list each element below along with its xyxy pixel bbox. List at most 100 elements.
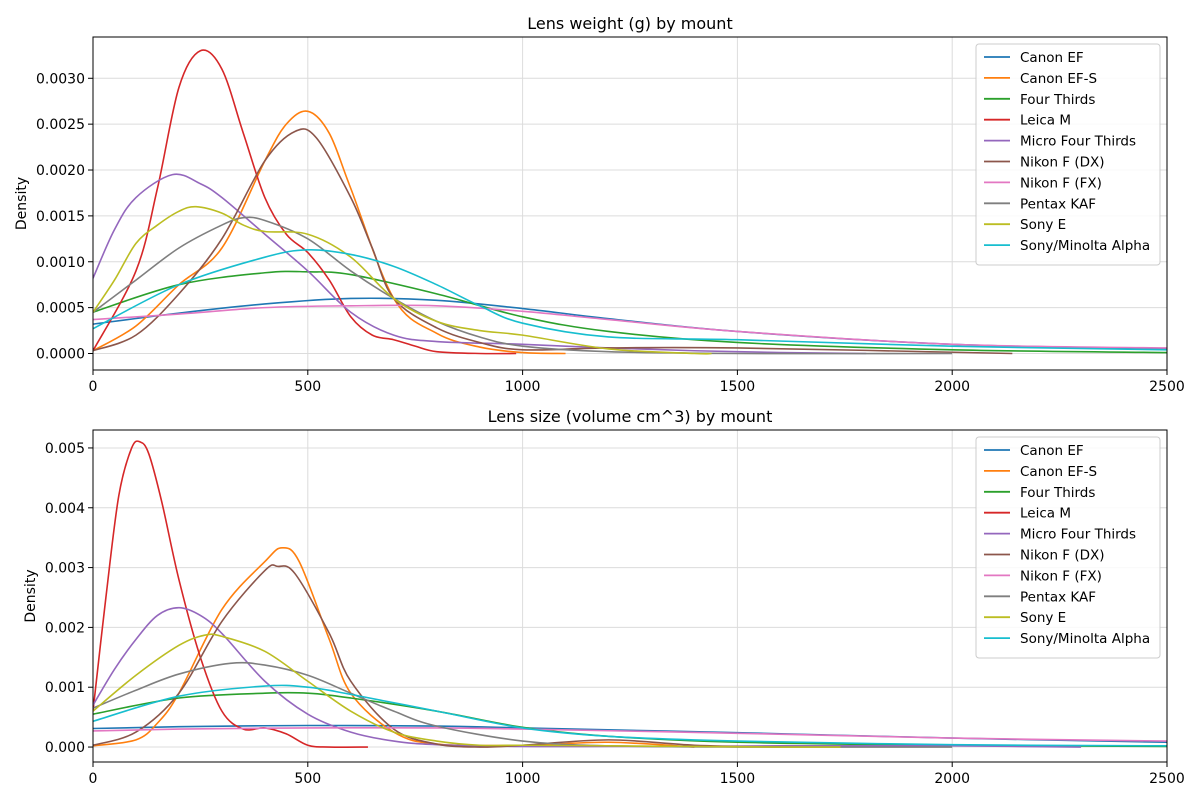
y-tick-label: 0.0020 (36, 163, 85, 179)
legend-label: Canon EF (1020, 443, 1084, 459)
legend-item: Canon EF-S (984, 464, 1097, 480)
legend-item: Nikon F (FX) (984, 568, 1102, 584)
series-line-canon-ef-s (93, 110, 566, 355)
y-tick-label: 0.0030 (36, 71, 85, 87)
legend-label: Nikon F (DX) (1020, 155, 1105, 171)
x-tick-label: 500 (294, 771, 321, 787)
series-line-nikon-f-fx (93, 304, 1167, 349)
y-axis: 0.000 0.001 0.002 0.003 0.004 0.005 (45, 441, 93, 756)
y-axis: 0.0000 0.0005 0.0010 0.0015 0.0020 0.0025 0.00… (36, 71, 93, 362)
legend-item: Pentax KAF (984, 589, 1096, 605)
y-tick-label: 0.0025 (36, 117, 85, 133)
y-tick-label: 0.0010 (36, 255, 85, 271)
legend-label: Sony/Minolta Alpha (1020, 631, 1150, 647)
legend-box (975, 436, 1161, 659)
legend-label: Pentax KAF (1020, 196, 1096, 212)
series-layer (93, 440, 1167, 748)
legend-label: Canon EF-S (1020, 71, 1097, 87)
legend-item: Nikon F (DX) (984, 548, 1105, 564)
series-line-sony-e (93, 205, 712, 355)
legend-item: Sony/Minolta Alpha (984, 238, 1150, 254)
legend-label: Sony E (1020, 217, 1066, 233)
legend-item: Sony E (984, 610, 1066, 626)
series-line-four-thirds (93, 270, 1167, 354)
legend-label: Sony/Minolta Alpha (1020, 238, 1150, 254)
legend-label: Micro Four Thirds (1020, 527, 1136, 543)
x-tick-label: 2500 (1149, 379, 1185, 395)
x-tick-label: 1500 (720, 379, 756, 395)
series-line-nikon-f-dx (93, 128, 1013, 355)
legend-label: Canon EF (1020, 50, 1084, 66)
x-tick-label: 2500 (1149, 771, 1185, 787)
series-line-leica-m (93, 49, 517, 355)
legend-label: Leica M (1020, 113, 1071, 129)
legend: Canon EF Canon EF-S Four Thirds Leica M Micr… (975, 436, 1161, 659)
series-lines (93, 49, 1167, 355)
plot-frame (92, 36, 1168, 371)
legend-label: Four Thirds (1020, 92, 1095, 108)
series-lines (93, 440, 1167, 748)
x-tick-label: 2000 (934, 379, 970, 395)
x-tick-label: 1500 (720, 771, 756, 787)
legend-item: Nikon F (DX) (984, 155, 1105, 171)
series-line-pentax-kaf (93, 216, 953, 355)
chart-title: Lens size (volume cm^3) by mount (488, 407, 773, 426)
legend-box (975, 43, 1161, 266)
y-axis-label: Density (14, 177, 30, 230)
y-axis-label: Density (23, 569, 39, 622)
legend-item: Leica M (984, 113, 1071, 129)
series-line-sony-e (93, 633, 841, 748)
legend-label: Canon EF-S (1020, 464, 1097, 480)
legend-item: Micro Four Thirds (984, 527, 1136, 543)
y-tick-label: 0.0005 (36, 301, 85, 317)
legend-item: Canon EF (984, 443, 1084, 459)
series-line-canon-ef (93, 297, 1167, 350)
legend: Canon EF Canon EF-S Four Thirds Leica M Micr… (975, 43, 1161, 266)
legend-label: Leica M (1020, 506, 1071, 522)
series-line-leica-m (93, 440, 368, 748)
legend-item: Sony/Minolta Alpha (984, 631, 1150, 647)
legend-item: Four Thirds (984, 92, 1095, 108)
series-layer (93, 49, 1167, 355)
y-tick-label: 0.003 (45, 561, 85, 577)
series-line-canon-ef-s (93, 547, 695, 748)
legend-label: Nikon F (DX) (1020, 548, 1105, 564)
plot-frame (92, 429, 1168, 763)
x-tick-label: 500 (294, 379, 321, 395)
x-axis: 0 500 1000 1500 2000 2500 (89, 370, 1185, 395)
legend-item: Canon EF (984, 50, 1084, 66)
legend-item: Four Thirds (984, 485, 1095, 501)
series-line-micro-four-thirds (93, 173, 867, 355)
x-axis: 0 500 1000 1500 2000 2500 (89, 762, 1185, 787)
y-tick-label: 0.0015 (36, 209, 85, 225)
legend-item: Nikon F (FX) (984, 175, 1102, 191)
legend-item: Canon EF-S (984, 71, 1097, 87)
series-line-sony-minolta-alpha (93, 684, 1167, 747)
legend-label: Nikon F (FX) (1020, 175, 1102, 191)
series-line-micro-four-thirds (93, 606, 1082, 748)
legend-label: Sony E (1020, 610, 1066, 626)
legend-label: Pentax KAF (1020, 589, 1096, 605)
legend-label: Nikon F (FX) (1020, 568, 1102, 584)
legend-item: Pentax KAF (984, 196, 1096, 212)
y-tick-label: 0.005 (45, 441, 85, 457)
x-tick-label: 2000 (934, 771, 970, 787)
y-tick-label: 0.0000 (36, 346, 85, 362)
volume-density-panel: Lens size (volume cm^3) by mount 0 500 100… (23, 407, 1185, 787)
series-line-nikon-f-dx (93, 564, 781, 748)
legend-label: Four Thirds (1020, 485, 1095, 501)
legend-item: Micro Four Thirds (984, 134, 1136, 150)
legend-item: Leica M (984, 506, 1071, 522)
y-tick-label: 0.004 (45, 501, 85, 517)
series-line-sony-minolta-alpha (93, 248, 1167, 351)
y-tick-label: 0.002 (45, 620, 85, 636)
x-tick-label: 1000 (505, 379, 541, 395)
y-tick-label: 0.001 (45, 680, 85, 696)
x-tick-label: 1000 (505, 771, 541, 787)
legend-item: Sony E (984, 217, 1066, 233)
legend-label: Micro Four Thirds (1020, 134, 1136, 150)
x-tick-label: 0 (89, 379, 98, 395)
y-tick-label: 0.000 (45, 740, 85, 756)
weight-density-panel: Lens weight (g) by mount 0 500 1000 1500 200… (14, 14, 1185, 395)
